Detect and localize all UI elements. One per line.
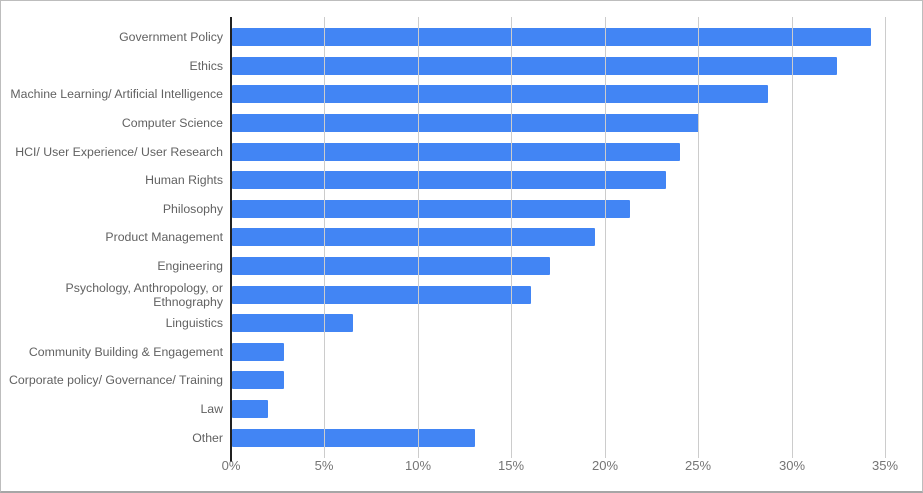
category-label: Engineering <box>157 259 223 274</box>
category-label: Linguistics <box>165 316 223 331</box>
bar <box>232 199 630 218</box>
category-label: Philosophy <box>162 201 223 216</box>
bar-track <box>232 228 891 247</box>
chart-row: Linguistics <box>1 309 891 338</box>
x-tick-mark <box>324 452 325 458</box>
category-label: Law <box>200 402 223 417</box>
chart-row: Human Rights <box>1 166 891 195</box>
chart-row: Engineering <box>1 252 891 281</box>
chart-row: Product Management <box>1 223 891 252</box>
bar <box>232 428 475 447</box>
bar-track <box>232 56 891 75</box>
gridline <box>885 17 886 452</box>
gridline <box>698 17 699 452</box>
bar-track <box>232 371 891 390</box>
chart-row: Philosophy <box>1 195 891 224</box>
bar <box>232 114 700 133</box>
x-tick-label: 10% <box>404 458 432 473</box>
bar-track <box>232 114 891 133</box>
bar <box>232 285 531 304</box>
bar <box>232 371 285 390</box>
bar-track <box>232 285 891 304</box>
bar <box>232 314 354 333</box>
category-label: Product Management <box>105 230 223 245</box>
bar <box>232 171 666 190</box>
bar-track <box>232 314 891 333</box>
category-label: Government Policy <box>119 30 223 45</box>
category-label: HCI/ User Experience/ User Research <box>15 144 223 159</box>
chart-row: Government Policy <box>1 23 891 52</box>
bar-track <box>232 400 891 419</box>
category-label: Ethics <box>189 58 224 73</box>
chart-row: Law <box>1 395 891 424</box>
bar-track <box>232 342 891 361</box>
x-tick-label: 20% <box>591 458 619 473</box>
category-label: Other <box>192 430 223 445</box>
bar <box>232 142 681 161</box>
category-label: Psychology, Anthropology, or Ethnography <box>65 280 223 309</box>
gridline <box>792 17 793 452</box>
x-tick-label: 25% <box>684 458 712 473</box>
chart-row: Community Building & Engagement <box>1 338 891 367</box>
chart-row: Ethics <box>1 52 891 81</box>
category-label: Corporate policy/ Governance/ Training <box>9 373 223 388</box>
bar-track <box>232 199 891 218</box>
chart-row: Other <box>1 423 891 452</box>
x-tick-label: 15% <box>497 458 525 473</box>
bar <box>232 85 769 104</box>
category-label: Machine Learning/ Artificial Intelligenc… <box>10 87 223 102</box>
x-tick-mark <box>418 452 419 458</box>
x-tick-label: 30% <box>778 458 806 473</box>
x-tick-label: 5% <box>314 458 334 473</box>
x-tick-mark <box>698 452 699 458</box>
x-tick-label: 35% <box>871 458 899 473</box>
gridline <box>324 17 325 452</box>
bar <box>232 56 838 75</box>
x-tick-mark <box>792 452 793 458</box>
x-tick-mark <box>605 452 606 458</box>
gridline <box>418 17 419 452</box>
bar-track <box>232 85 891 104</box>
chart-row: Computer Science <box>1 109 891 138</box>
bar <box>232 400 268 419</box>
chart-row: Machine Learning/ Artificial Intelligenc… <box>1 80 891 109</box>
bar-track <box>232 142 891 161</box>
chart-rows: Government Policy Ethics Machine Learning/… <box>1 23 891 452</box>
chart-row: HCI/ User Experience/ User Research <box>1 137 891 166</box>
bar <box>232 228 595 247</box>
bar-track <box>232 171 891 190</box>
category-label: Computer Science <box>121 116 223 131</box>
y-axis-line <box>230 17 232 462</box>
bar <box>232 342 285 361</box>
x-tick-mark <box>511 452 512 458</box>
category-label: Human Rights <box>145 173 223 188</box>
chart-row: Corporate policy/ Governance/ Training <box>1 366 891 395</box>
bar <box>232 28 872 47</box>
category-label: Community Building & Engagement <box>28 344 223 359</box>
bar-track <box>232 428 891 447</box>
x-tick-mark <box>885 452 886 458</box>
bar <box>232 257 550 276</box>
bar-track <box>232 28 891 47</box>
chart-row: Psychology, Anthropology, or Ethnography <box>1 280 891 309</box>
gridline <box>605 17 606 452</box>
x-tick-label: 0% <box>221 458 241 473</box>
bar-track <box>232 257 891 276</box>
gridline <box>511 17 512 452</box>
